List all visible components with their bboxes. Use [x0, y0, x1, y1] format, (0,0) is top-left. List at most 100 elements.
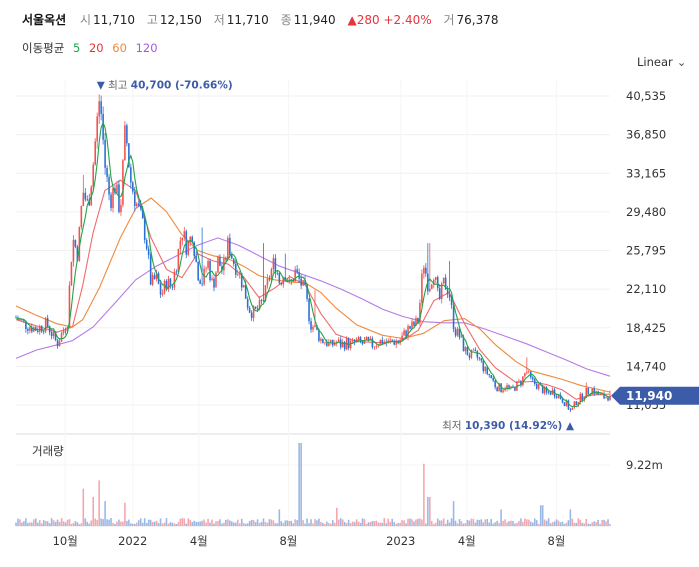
candle-body — [58, 341, 61, 347]
candle-body — [351, 339, 354, 342]
volume-bar — [518, 520, 520, 526]
change-value: ▲280 — [347, 13, 380, 27]
volume-bar — [355, 519, 358, 526]
volume-bar — [159, 518, 162, 526]
volume-bar — [306, 518, 308, 526]
candle-body — [409, 325, 411, 329]
moving-average-legend[interactable]: 이동평균 5 20 60 120 — [22, 40, 163, 56]
volume-bar — [415, 519, 417, 526]
volume-bar — [169, 522, 172, 526]
candle-body — [541, 385, 544, 394]
volume-bar — [577, 518, 580, 526]
volume-bar — [510, 520, 512, 526]
candle-body — [147, 248, 150, 256]
candle-body — [86, 199, 89, 201]
candle-body — [130, 167, 132, 183]
volume-bar — [496, 520, 498, 526]
volume-bar — [33, 519, 35, 526]
candle-body — [258, 300, 261, 310]
volume-bar — [310, 519, 312, 526]
candle-body — [54, 331, 57, 341]
volume-bar — [48, 523, 51, 526]
close-label: 종 — [280, 13, 292, 27]
volume-bar — [371, 521, 374, 526]
volume-bar — [326, 521, 328, 526]
volume-bar — [270, 519, 273, 526]
volume-bar — [274, 523, 277, 526]
candle-body — [440, 283, 443, 300]
volume-bar — [332, 520, 334, 526]
candle-body — [106, 167, 108, 177]
volume-bar — [583, 523, 586, 526]
volume-bar — [431, 520, 433, 526]
volume-bar — [143, 518, 146, 526]
candle-body — [231, 255, 233, 259]
volume-bar — [557, 520, 560, 526]
volume-bar — [345, 523, 348, 526]
volume-bar — [444, 523, 447, 526]
volume-bar — [607, 519, 609, 526]
price-tick-label: 36,850 — [626, 128, 666, 142]
volume-bar — [609, 523, 611, 526]
volume-bar — [533, 518, 536, 526]
candle-body — [112, 188, 114, 209]
candle-body — [369, 338, 372, 340]
candle-body — [213, 278, 215, 288]
volume-bar — [419, 518, 421, 526]
volume-bar — [541, 505, 544, 526]
candle-body — [379, 339, 382, 346]
volume-bar — [149, 519, 152, 526]
candle-body — [367, 336, 370, 340]
candle-body — [260, 300, 263, 301]
candle-body — [559, 394, 562, 400]
volume-bar — [35, 518, 37, 526]
scale-selector[interactable]: Linear ⌄ — [637, 55, 686, 69]
ma-60-line — [15, 197, 611, 393]
candle-body — [322, 338, 324, 344]
candle-body — [403, 330, 405, 336]
candle-body — [300, 278, 302, 286]
time-tick-label: 8월 — [547, 534, 565, 548]
candle-body — [442, 277, 445, 284]
candle-body — [80, 206, 83, 228]
volume-bar — [221, 523, 223, 526]
volume-bar — [36, 522, 39, 526]
volume-bar — [539, 505, 542, 526]
volume-bar — [19, 519, 21, 526]
volume-bar — [215, 521, 217, 526]
candle-body — [298, 272, 300, 279]
candle-body — [405, 330, 407, 337]
volume-bar — [62, 521, 65, 526]
ma-20-line — [15, 179, 611, 400]
ma-5-line — [15, 121, 611, 408]
volume-bar — [163, 522, 166, 526]
candle-body — [92, 164, 95, 188]
candle-body — [25, 320, 27, 330]
candle-body — [52, 331, 55, 337]
high-value: 40,700 (-70.66%) — [131, 79, 233, 91]
current-price-tag — [611, 386, 699, 405]
volume-bar — [185, 523, 188, 526]
candle-body — [563, 402, 566, 407]
candle-body — [480, 358, 483, 361]
candle-body — [221, 266, 223, 271]
volume-bar — [189, 519, 192, 526]
candle-body — [68, 285, 71, 328]
volume-bar — [512, 520, 514, 526]
volume-bar — [56, 519, 59, 526]
candle-body — [520, 380, 522, 386]
volume-bar — [128, 519, 130, 526]
candle-body — [70, 261, 73, 286]
volume-bar — [280, 521, 283, 526]
volume-bar — [462, 523, 465, 526]
candle-body — [126, 125, 128, 144]
candle-body — [522, 376, 524, 386]
volume-bar — [229, 520, 231, 526]
volume-bar — [183, 518, 186, 526]
candle-body — [302, 280, 304, 286]
volume-bar — [238, 523, 241, 526]
volume-bar — [234, 522, 237, 526]
candle-body — [310, 321, 312, 330]
low-label: 최저 — [442, 420, 465, 432]
